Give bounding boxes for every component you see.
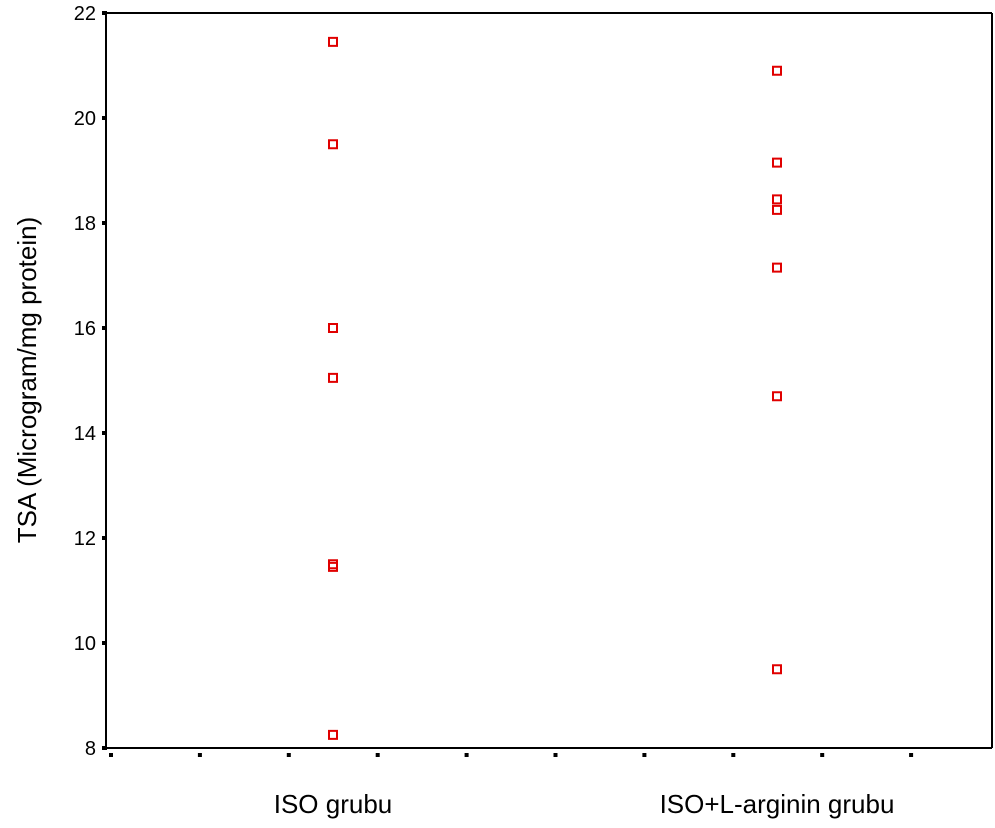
- x-tick-mark: [731, 753, 736, 757]
- x-tick-mark: [375, 753, 380, 757]
- plot-frame: [105, 12, 993, 749]
- x-category-label: ISO grubu: [274, 789, 393, 819]
- data-point: [772, 391, 782, 402]
- y-axis-ticks: 8 10 12 14 16 18 20 22: [74, 3, 107, 760]
- y-tick-mark: [102, 536, 107, 540]
- y-tick-label: 18: [74, 213, 96, 235]
- x-tick-mark: [553, 753, 558, 757]
- y-tick-mark: [102, 11, 107, 15]
- y-tick-mark: [102, 116, 107, 120]
- data-point: [772, 194, 782, 205]
- x-tick-mark: [642, 753, 647, 757]
- data-point: [772, 157, 782, 168]
- x-category-labels: ISO grubu ISO+L-arginin grubu: [274, 789, 895, 819]
- x-tick-mark: [197, 753, 202, 757]
- y-tick-label: 22: [74, 3, 96, 25]
- x-tick-mark: [820, 753, 825, 757]
- x-tick-mark: [464, 753, 469, 757]
- y-tick-label: 20: [74, 108, 96, 130]
- data-point: [772, 664, 782, 675]
- data-point: [328, 561, 338, 572]
- data-point: [772, 65, 782, 76]
- data-point: [328, 372, 338, 383]
- x-category-label: ISO+L-arginin grubu: [660, 789, 895, 819]
- data-point: [328, 729, 338, 740]
- data-points: [328, 36, 782, 740]
- y-axis-label: TSA (Microgram/mg protein): [12, 217, 42, 544]
- y-tick-label: 10: [74, 633, 96, 655]
- data-point: [328, 36, 338, 47]
- y-tick-label: 8: [85, 738, 96, 760]
- y-tick-mark: [102, 326, 107, 330]
- y-tick-label: 14: [74, 423, 96, 445]
- y-tick-mark: [102, 746, 107, 750]
- x-tick-mark: [909, 753, 914, 757]
- data-point: [772, 204, 782, 215]
- y-tick-mark: [102, 431, 107, 435]
- x-tick-mark: [286, 753, 291, 757]
- y-tick-label: 16: [74, 318, 96, 340]
- y-tick-label: 12: [74, 528, 96, 550]
- x-tick-mark: [109, 753, 113, 757]
- data-point: [328, 323, 338, 333]
- data-point: [772, 262, 782, 273]
- y-tick-mark: [102, 221, 107, 225]
- x-axis-ticks: [109, 753, 914, 757]
- y-tick-mark: [102, 641, 107, 645]
- data-point: [328, 139, 338, 150]
